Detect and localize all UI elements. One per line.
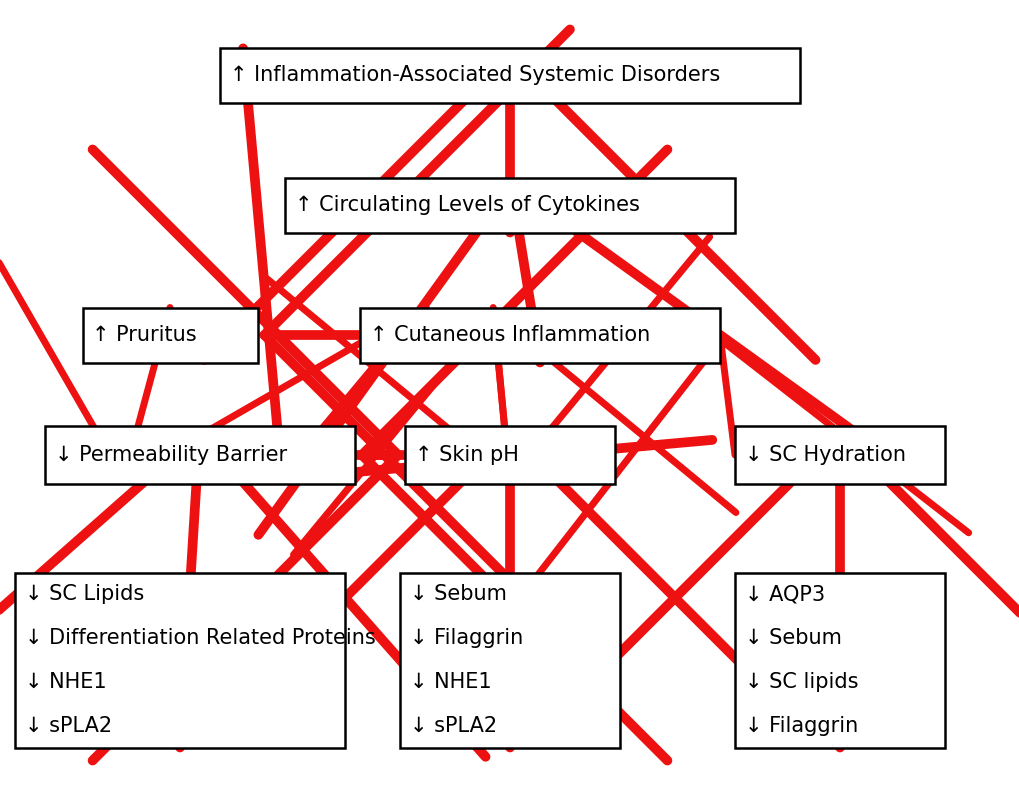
Text: ↓ Filaggrin: ↓ Filaggrin <box>744 716 857 735</box>
Text: ↓ SC Lipids: ↓ SC Lipids <box>25 584 144 604</box>
FancyBboxPatch shape <box>735 426 944 484</box>
Text: ↑ Skin pH: ↑ Skin pH <box>415 445 519 465</box>
Text: ↑ Inflammation-Associated Systemic Disorders: ↑ Inflammation-Associated Systemic Disor… <box>229 65 719 85</box>
FancyBboxPatch shape <box>360 308 719 363</box>
Text: ↓ sPLA2: ↓ sPLA2 <box>410 716 496 735</box>
FancyBboxPatch shape <box>405 426 614 484</box>
Text: ↓ Sebum: ↓ Sebum <box>744 628 841 648</box>
Text: ↓ Sebum: ↓ Sebum <box>410 584 506 604</box>
Text: ↓ sPLA2: ↓ sPLA2 <box>25 716 112 735</box>
Text: ↓ Filaggrin: ↓ Filaggrin <box>410 628 523 648</box>
Text: ↑ Pruritus: ↑ Pruritus <box>93 325 197 345</box>
Text: ↑ Circulating Levels of Cytokines: ↑ Circulating Levels of Cytokines <box>294 195 639 215</box>
Text: ↓ NHE1: ↓ NHE1 <box>410 672 491 692</box>
Text: ↓ NHE1: ↓ NHE1 <box>25 672 107 692</box>
FancyBboxPatch shape <box>15 572 344 747</box>
Text: ↓ SC Hydration: ↓ SC Hydration <box>744 445 905 465</box>
Text: ↑ Cutaneous Inflammation: ↑ Cutaneous Inflammation <box>370 325 650 345</box>
Text: ↓ SC lipids: ↓ SC lipids <box>744 672 858 692</box>
FancyBboxPatch shape <box>220 48 799 103</box>
FancyBboxPatch shape <box>284 177 735 232</box>
Text: ↓ Permeability Barrier: ↓ Permeability Barrier <box>55 445 286 465</box>
Text: ↓ AQP3: ↓ AQP3 <box>744 584 824 604</box>
FancyBboxPatch shape <box>735 572 944 747</box>
FancyBboxPatch shape <box>45 426 355 484</box>
FancyBboxPatch shape <box>399 572 620 747</box>
FancyBboxPatch shape <box>83 308 257 363</box>
Text: ↓ Differentiation Related Proteins: ↓ Differentiation Related Proteins <box>25 628 375 648</box>
